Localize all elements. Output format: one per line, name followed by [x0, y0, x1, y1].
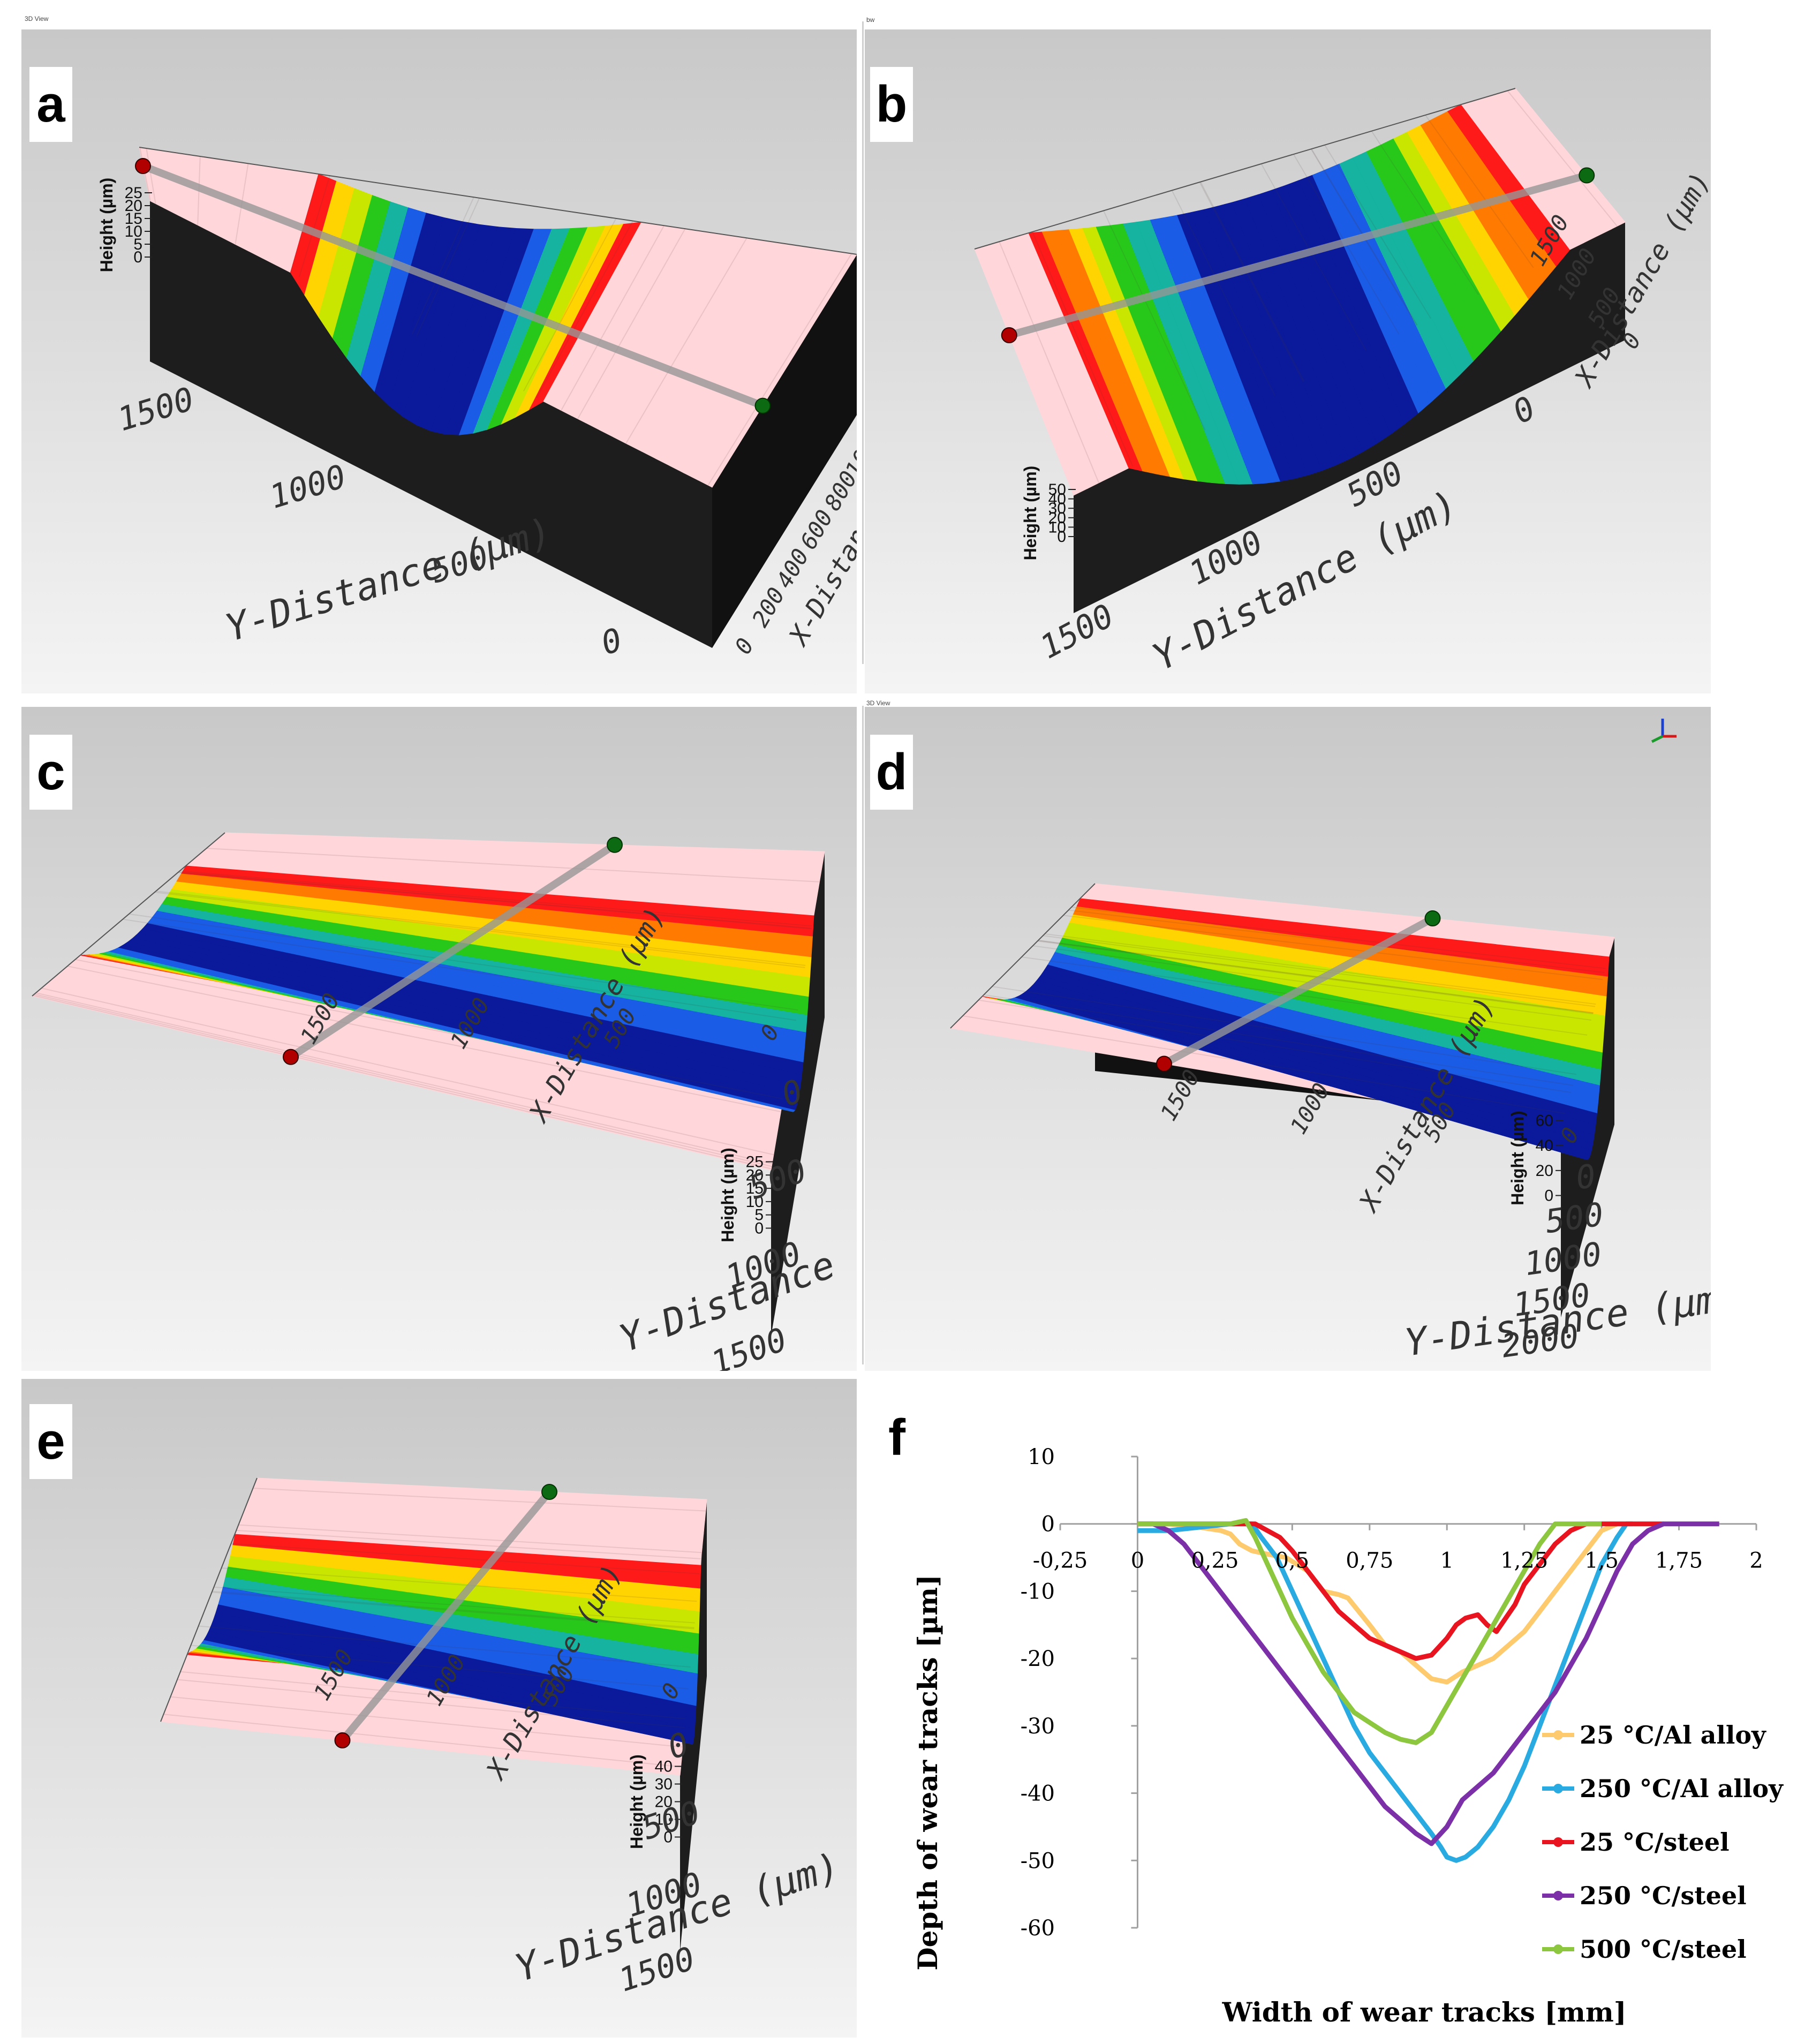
chart-x-tick-label: 1	[1440, 1549, 1453, 1573]
profile-end-marker	[756, 398, 771, 413]
surface-3d-a: 2520151050Height (µm)150010005000Y-Dista…	[21, 29, 857, 693]
height-tick-label: 20	[1536, 1162, 1553, 1180]
chart-x-axis-label: Width of wear tracks [mm]	[1222, 1996, 1627, 2028]
height-tick-label: 60	[1536, 1112, 1553, 1130]
axis-orientation-icon	[1641, 712, 1684, 750]
profile-start-marker	[1002, 328, 1017, 343]
profile-end-marker	[1579, 168, 1594, 183]
profile-start-marker	[283, 1050, 298, 1065]
chart-y-tick-label: -30	[1021, 1714, 1055, 1739]
profile-end-marker	[542, 1484, 557, 1499]
panel-label-e: e	[29, 1404, 72, 1479]
legend-marker	[1553, 1944, 1563, 1954]
chart-y-axis-label: Depth of wear tracks [µm]	[912, 1574, 943, 1971]
legend-label: 25 °C/steel	[1580, 1828, 1730, 1857]
panel-label-c: c	[29, 735, 72, 810]
profile-start-marker	[1157, 1057, 1172, 1072]
chart-y-tick-label: -50	[1021, 1849, 1055, 1873]
height-axis-label: Height (µm)	[1508, 1111, 1527, 1205]
chart-x-tick-label: 0	[1131, 1549, 1144, 1573]
chart-y-tick-label: 10	[1028, 1445, 1055, 1469]
height-axis-label: Height (µm)	[627, 1754, 646, 1849]
surface-panel-e: 40 30 20 10 0 Height (µm) 1500 1000 500 0 Y-Distan…	[21, 1379, 857, 2038]
height-tick-label: 40	[1536, 1137, 1553, 1155]
wear-depth-chart: 10 0 -10 -20 -30 -40 -50 -60 -0,25 0 0,25 0,5 0,75 1 1…	[878, 1392, 1788, 2035]
viewer-caption-b: bw	[866, 16, 874, 24]
viewer-caption-a: 3D View	[25, 15, 48, 22]
legend-label: 250 °C/steel	[1580, 1881, 1747, 1910]
surface-3d-c: 2520151050Height (µm)150010005000Y-Dista…	[21, 707, 857, 1371]
chart-y-tick-label: -10	[1021, 1579, 1055, 1604]
chart-x-tick-label: 0,5	[1275, 1549, 1310, 1573]
chart-y-tick-label: -40	[1021, 1782, 1055, 1806]
panel-label-d: d	[870, 735, 913, 810]
chart-x-tick-label: 0,75	[1346, 1549, 1393, 1573]
height-tick-label: 0	[1057, 528, 1066, 546]
profile-end-marker	[1425, 911, 1440, 926]
y-tick-label: 500	[1543, 1196, 1606, 1241]
legend-marker	[1553, 1891, 1563, 1900]
height-tick-label: 0	[133, 248, 142, 266]
viewer-divider	[862, 21, 864, 664]
viewer-divider	[862, 706, 864, 1364]
surface-3d-d: 6040200Height (µm)2000150010005000Y-Dist…	[865, 707, 1711, 1371]
height-tick-label: 0	[1544, 1187, 1553, 1205]
chart-series-line	[1137, 1524, 1633, 1861]
height-axis-label: Height (µm)	[718, 1148, 737, 1242]
chart-x-tick-label: 1,75	[1655, 1549, 1703, 1573]
profile-end-marker	[607, 838, 622, 853]
height-tick-label: 30	[655, 1776, 673, 1793]
surface-3d-e: 403020100Height (µm)150010005000Y-Distan…	[21, 1379, 857, 2038]
legend-marker	[1553, 1784, 1563, 1793]
profile-start-marker	[335, 1733, 350, 1748]
profile-start-marker	[135, 159, 150, 174]
height-tick-label: 0	[754, 1220, 764, 1238]
panel-label-a: a	[29, 67, 72, 142]
chart-y-tick-label: 0	[1041, 1512, 1055, 1537]
chart-x-tick-label: 1,5	[1584, 1549, 1619, 1573]
viewer-caption-d: 3D View	[866, 699, 890, 707]
surface-panel-b: 50 40 30 20 10 0 Height (µm) 1500 1000 500 0 Y-Dist…	[865, 29, 1711, 693]
legend-label: 250 °C/Al alloy	[1580, 1774, 1784, 1803]
panel-label-b: b	[870, 67, 913, 142]
chart-x-tick-label: 0,25	[1191, 1549, 1239, 1573]
legend-label: 25 °C/Al alloy	[1580, 1721, 1766, 1749]
height-axis-label: Height (µm)	[1021, 466, 1040, 561]
height-axis-label: Height (µm)	[97, 178, 116, 273]
chart-series-line	[1137, 1524, 1617, 1682]
surface-panel-d: 60 40 20 0 Height (µm) 2000 1500 1000 500 0 Y-Dist…	[865, 707, 1711, 1371]
chart-x-tick-label: 1,25	[1500, 1549, 1548, 1573]
legend-marker	[1553, 1730, 1563, 1740]
height-tick-label: 40	[655, 1758, 673, 1776]
chart-x-tick-label: 2	[1749, 1549, 1763, 1573]
chart-y-tick-label: -60	[1021, 1916, 1055, 1941]
surface-panel-a: 25 20 15 10 5 0 Height (µm) 1500 1000 500 0 Y-Dista…	[21, 29, 857, 693]
chart-y-tick-label: -20	[1021, 1647, 1055, 1671]
surface-panel-c: 25 20 15 10 5 0 Height (µm) 1500 1000 500 0 Y-Dista…	[21, 707, 857, 1371]
surface-3d-b: 50403020100Height (µm)150010005000Y-Dist…	[865, 29, 1711, 693]
legend-label: 500 °C/steel	[1580, 1935, 1747, 1964]
chart-x-tick-label: -0,25	[1033, 1549, 1088, 1573]
legend-marker	[1553, 1837, 1563, 1847]
